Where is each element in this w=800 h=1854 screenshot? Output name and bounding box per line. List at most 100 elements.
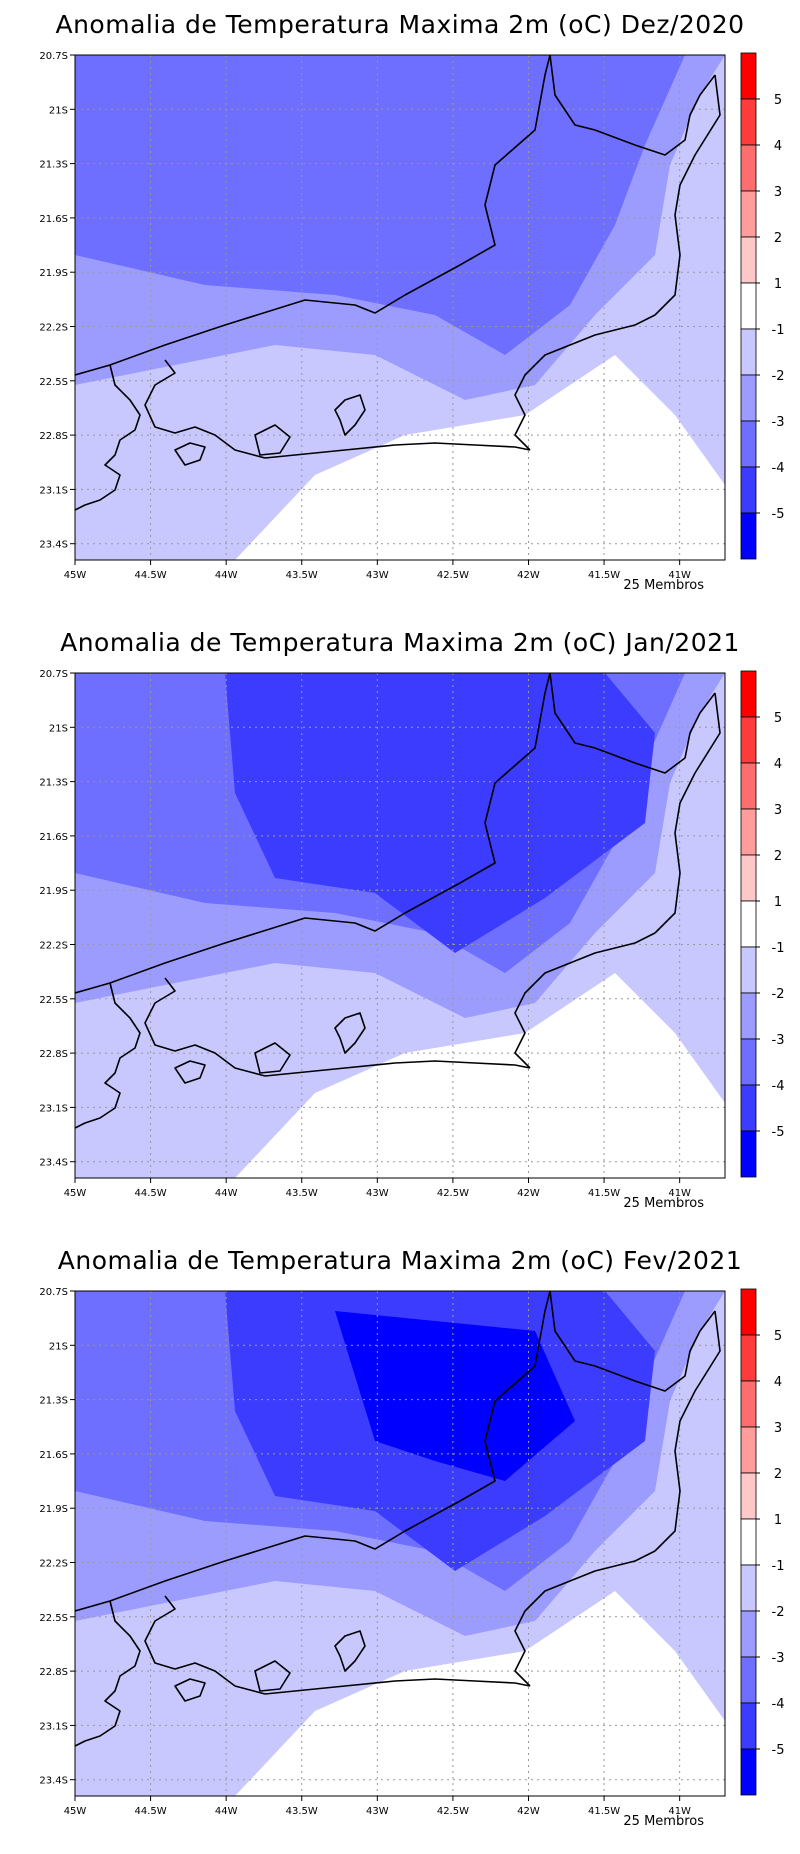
y-tick-label: 21.3S [39, 778, 68, 789]
colorbar-label: 3 [774, 1421, 782, 1436]
colorbar-swatch [740, 144, 757, 192]
y-tick-label: 21S [49, 105, 68, 116]
colorbar-label: 1 [774, 277, 782, 292]
gridlines [75, 55, 725, 560]
x-tick-label: 43.5W [286, 570, 318, 581]
y-tick-label: 21.6S [39, 214, 68, 225]
coastline [254, 1660, 291, 1692]
coastline [75, 364, 141, 511]
colorbar: 5 4 3 2 1 -1 -2 -3 -4 -5 [740, 1288, 785, 1796]
map-fill-group [75, 1291, 725, 1796]
y-tick-label: 22.8S [39, 1667, 68, 1678]
x-tick-label: 41W [668, 570, 691, 581]
y-tick-label: 21.9S [39, 886, 68, 897]
colorbar-label: -3 [772, 415, 785, 430]
coastline [264, 1678, 531, 1695]
coastline [334, 1012, 366, 1054]
y-tick-label: 22.5S [39, 1613, 68, 1624]
coastline [549, 55, 716, 156]
coastline [514, 932, 656, 1069]
anomaly-map: 45W 44.5W 44W 43.5W 43W 42.5W 42W 41.5W 41W 20.7S… [39, 51, 785, 581]
coastline [654, 1310, 721, 1552]
y-tick-label: 22.2S [39, 323, 68, 334]
colorbar-swatch [740, 512, 757, 560]
colorbar-label: -3 [772, 1651, 785, 1666]
colorbar-label: -1 [772, 941, 785, 956]
colorbar-swatch [740, 420, 757, 468]
colorbar-swatch [740, 854, 757, 902]
anomaly-zone-level-4 [225, 673, 655, 953]
colorbar-label: -2 [772, 1605, 785, 1620]
y-tick-label: 22.5S [39, 377, 68, 388]
coastline [254, 424, 291, 456]
gridlines [75, 1291, 725, 1796]
y-tick-label: 21S [49, 1341, 68, 1352]
coastline [75, 673, 551, 994]
y-tick-label: 20.7S [39, 51, 68, 62]
colorbar-swatch [740, 762, 757, 810]
map-title: Anomalia de Temperatura Maxima 2m (oC) F… [57, 1246, 743, 1275]
colorbar-swatch [740, 992, 757, 1040]
colorbar-label: 4 [774, 1375, 782, 1390]
map-panel-fev-2021: Anomalia de Temperatura Maxima 2m (oC) F… [0, 1236, 800, 1854]
colorbar-label: -2 [772, 369, 785, 384]
colorbar-label: 1 [774, 1513, 782, 1528]
coastline [334, 394, 366, 436]
x-tick-label: 42.5W [437, 1806, 469, 1817]
colorbar: 5 4 3 2 1 -1 -2 -3 -4 -5 [740, 52, 785, 560]
coastline [514, 1550, 656, 1687]
coastline [514, 314, 656, 451]
colorbar-label: -5 [772, 507, 785, 522]
coastline [654, 74, 721, 316]
map-panel-dez-2020: Anomalia de Temperatura Maxima 2m (oC) D… [0, 0, 800, 618]
colorbar-swatch [740, 946, 757, 994]
colorbar-label: -5 [772, 1743, 785, 1758]
colorbar-swatch [740, 236, 757, 284]
colorbar-swatch [740, 1518, 757, 1566]
y-tick-label: 22.8S [39, 1049, 68, 1060]
colorbar-swatch [740, 52, 757, 100]
colorbar-swatch [740, 466, 757, 514]
x-tick-label: 43W [366, 570, 389, 581]
coastline [264, 1060, 531, 1077]
colorbar-label: 4 [774, 757, 782, 772]
coastline [549, 673, 716, 774]
colorbar-label: -4 [772, 1697, 785, 1712]
x-tick-label: 44.5W [135, 1806, 167, 1817]
colorbar-label: 5 [774, 711, 782, 726]
y-tick-label: 21.3S [39, 160, 68, 171]
coastline [174, 1060, 206, 1084]
x-tick-label: 44.5W [135, 1188, 167, 1199]
map-panel-jan-2021: Anomalia de Temperatura Maxima 2m (oC) J… [0, 618, 800, 1236]
coastline [174, 1678, 206, 1702]
colorbar-swatch [740, 282, 757, 330]
members-label: 25 Membros [623, 1814, 704, 1829]
colorbar-label: -4 [772, 1079, 785, 1094]
x-tick-label: 41.5W [588, 570, 620, 581]
x-tick-label: 44W [215, 570, 238, 581]
colorbar-label: -5 [772, 1125, 785, 1140]
coastline [174, 442, 206, 466]
members-label: 25 Membros [623, 1196, 704, 1211]
y-tick-label: 23.4S [39, 1158, 68, 1169]
gridlines [75, 673, 725, 1178]
colorbar-swatch [740, 98, 757, 146]
y-tick-label: 21.6S [39, 832, 68, 843]
x-tick-label: 45W [64, 570, 87, 581]
map-fill-group [75, 55, 725, 560]
coastline [264, 442, 531, 459]
colorbar-swatch [740, 1564, 757, 1612]
y-tick-label: 20.7S [39, 1287, 68, 1298]
colorbar-swatch [740, 1610, 757, 1658]
coastline [144, 359, 266, 459]
colorbar-label: -1 [772, 323, 785, 338]
y-tick-label: 20.7S [39, 669, 68, 680]
y-tick-label: 22.8S [39, 431, 68, 442]
x-tick-label: 42.5W [437, 1188, 469, 1199]
colorbar-label: 5 [774, 1329, 782, 1344]
coastline [75, 55, 551, 376]
colorbar-swatch [740, 374, 757, 422]
y-tick-label: 21.6S [39, 1450, 68, 1461]
coastline [75, 1600, 141, 1747]
coastline-group [75, 673, 721, 1129]
